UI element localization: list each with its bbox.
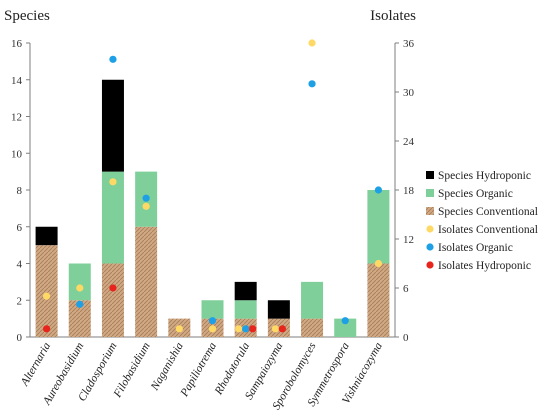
left-tick-label: 4 [17,259,23,271]
point-isolates-conventional [208,325,217,333]
left-tick-label: 14 [11,75,23,87]
legend-label: Species Organic [438,188,513,200]
right-tick-label: 18 [403,185,415,197]
point-isolates-conventional [109,178,117,186]
legend-label: Isolates Conventional [438,224,538,236]
legend-label: Species Hydroponic [438,170,531,182]
left-axis-title: Species [4,8,50,24]
bar-species-organic [101,171,124,264]
point-isolates-conventional [42,292,51,300]
point-isolates-conventional [308,39,316,47]
bar-species-organic [301,281,324,319]
left-tick-label: 16 [11,38,23,50]
bar-species-hydroponic [234,281,257,301]
right-axis-title: Isolates [370,8,416,24]
legend-label: Isolates Hydroponic [438,260,531,272]
category-label: Alternaria [18,340,53,389]
point-isolates-hydroponic [278,325,286,333]
bar-species-conventional [367,263,390,337]
bar-species-hydroponic [35,226,58,246]
legend-marker [426,261,434,269]
point-isolates-organic [142,194,150,202]
left-tick-label: 2 [17,295,23,307]
bar-species-conventional [35,245,58,337]
right-tick-label: 24 [403,136,415,148]
bar-species-organic [68,263,91,301]
point-isolates-organic [76,300,84,308]
bar-species-conventional [68,300,91,337]
point-isolates-hydroponic [249,325,257,333]
legend-label: Isolates Organic [438,242,513,254]
right-tick-label: 0 [403,332,409,344]
legend-swatch [426,207,434,215]
point-isolates-conventional [175,325,183,333]
bar-species-organic [367,190,390,264]
left-tick-label: 8 [17,185,23,197]
right-tick-label: 30 [403,87,415,99]
left-tick-label: 6 [17,222,23,234]
point-isolates-organic [242,325,250,333]
point-isolates-hydroponic [109,284,117,292]
bar-species-hydroponic [101,79,124,172]
point-isolates-organic [341,317,349,325]
bar-species-organic [334,318,357,337]
left-tick-label: 0 [17,332,23,344]
legend: Species Hydroponic Species Organic Species… [426,170,538,272]
point-isolates-conventional [374,259,383,268]
legend-swatch [426,189,434,197]
point-isolates-conventional [235,325,243,333]
bar-species-hydroponic [267,300,290,319]
legend-label: Species Conventional [438,206,538,218]
bar-species-organic [201,300,224,319]
left-tick-label: 12 [11,112,22,124]
legend-marker [426,225,434,233]
bar-species-conventional [101,263,124,337]
point-isolates-conventional [142,202,150,210]
point-isolates-organic [208,317,217,325]
bar-species-conventional [267,318,290,337]
point-isolates-conventional [271,325,279,333]
point-isolates-conventional [76,284,84,292]
bar-species-conventional [301,318,324,337]
legend-marker [426,243,434,251]
plot-area: 0246810121416061218243036AlternariaAureo… [11,38,415,412]
point-isolates-organic [374,186,383,194]
right-tick-label: 6 [403,283,409,295]
point-isolates-organic [109,55,117,63]
point-isolates-organic [308,80,316,88]
legend-swatch [426,171,434,179]
left-tick-label: 10 [11,148,23,160]
point-isolates-hydroponic [42,325,51,333]
right-tick-label: 12 [403,234,414,246]
bar-species-conventional [135,226,158,337]
bar-species-organic [234,300,257,319]
category-label: Naganishia [149,340,187,393]
right-tick-label: 36 [403,38,415,50]
